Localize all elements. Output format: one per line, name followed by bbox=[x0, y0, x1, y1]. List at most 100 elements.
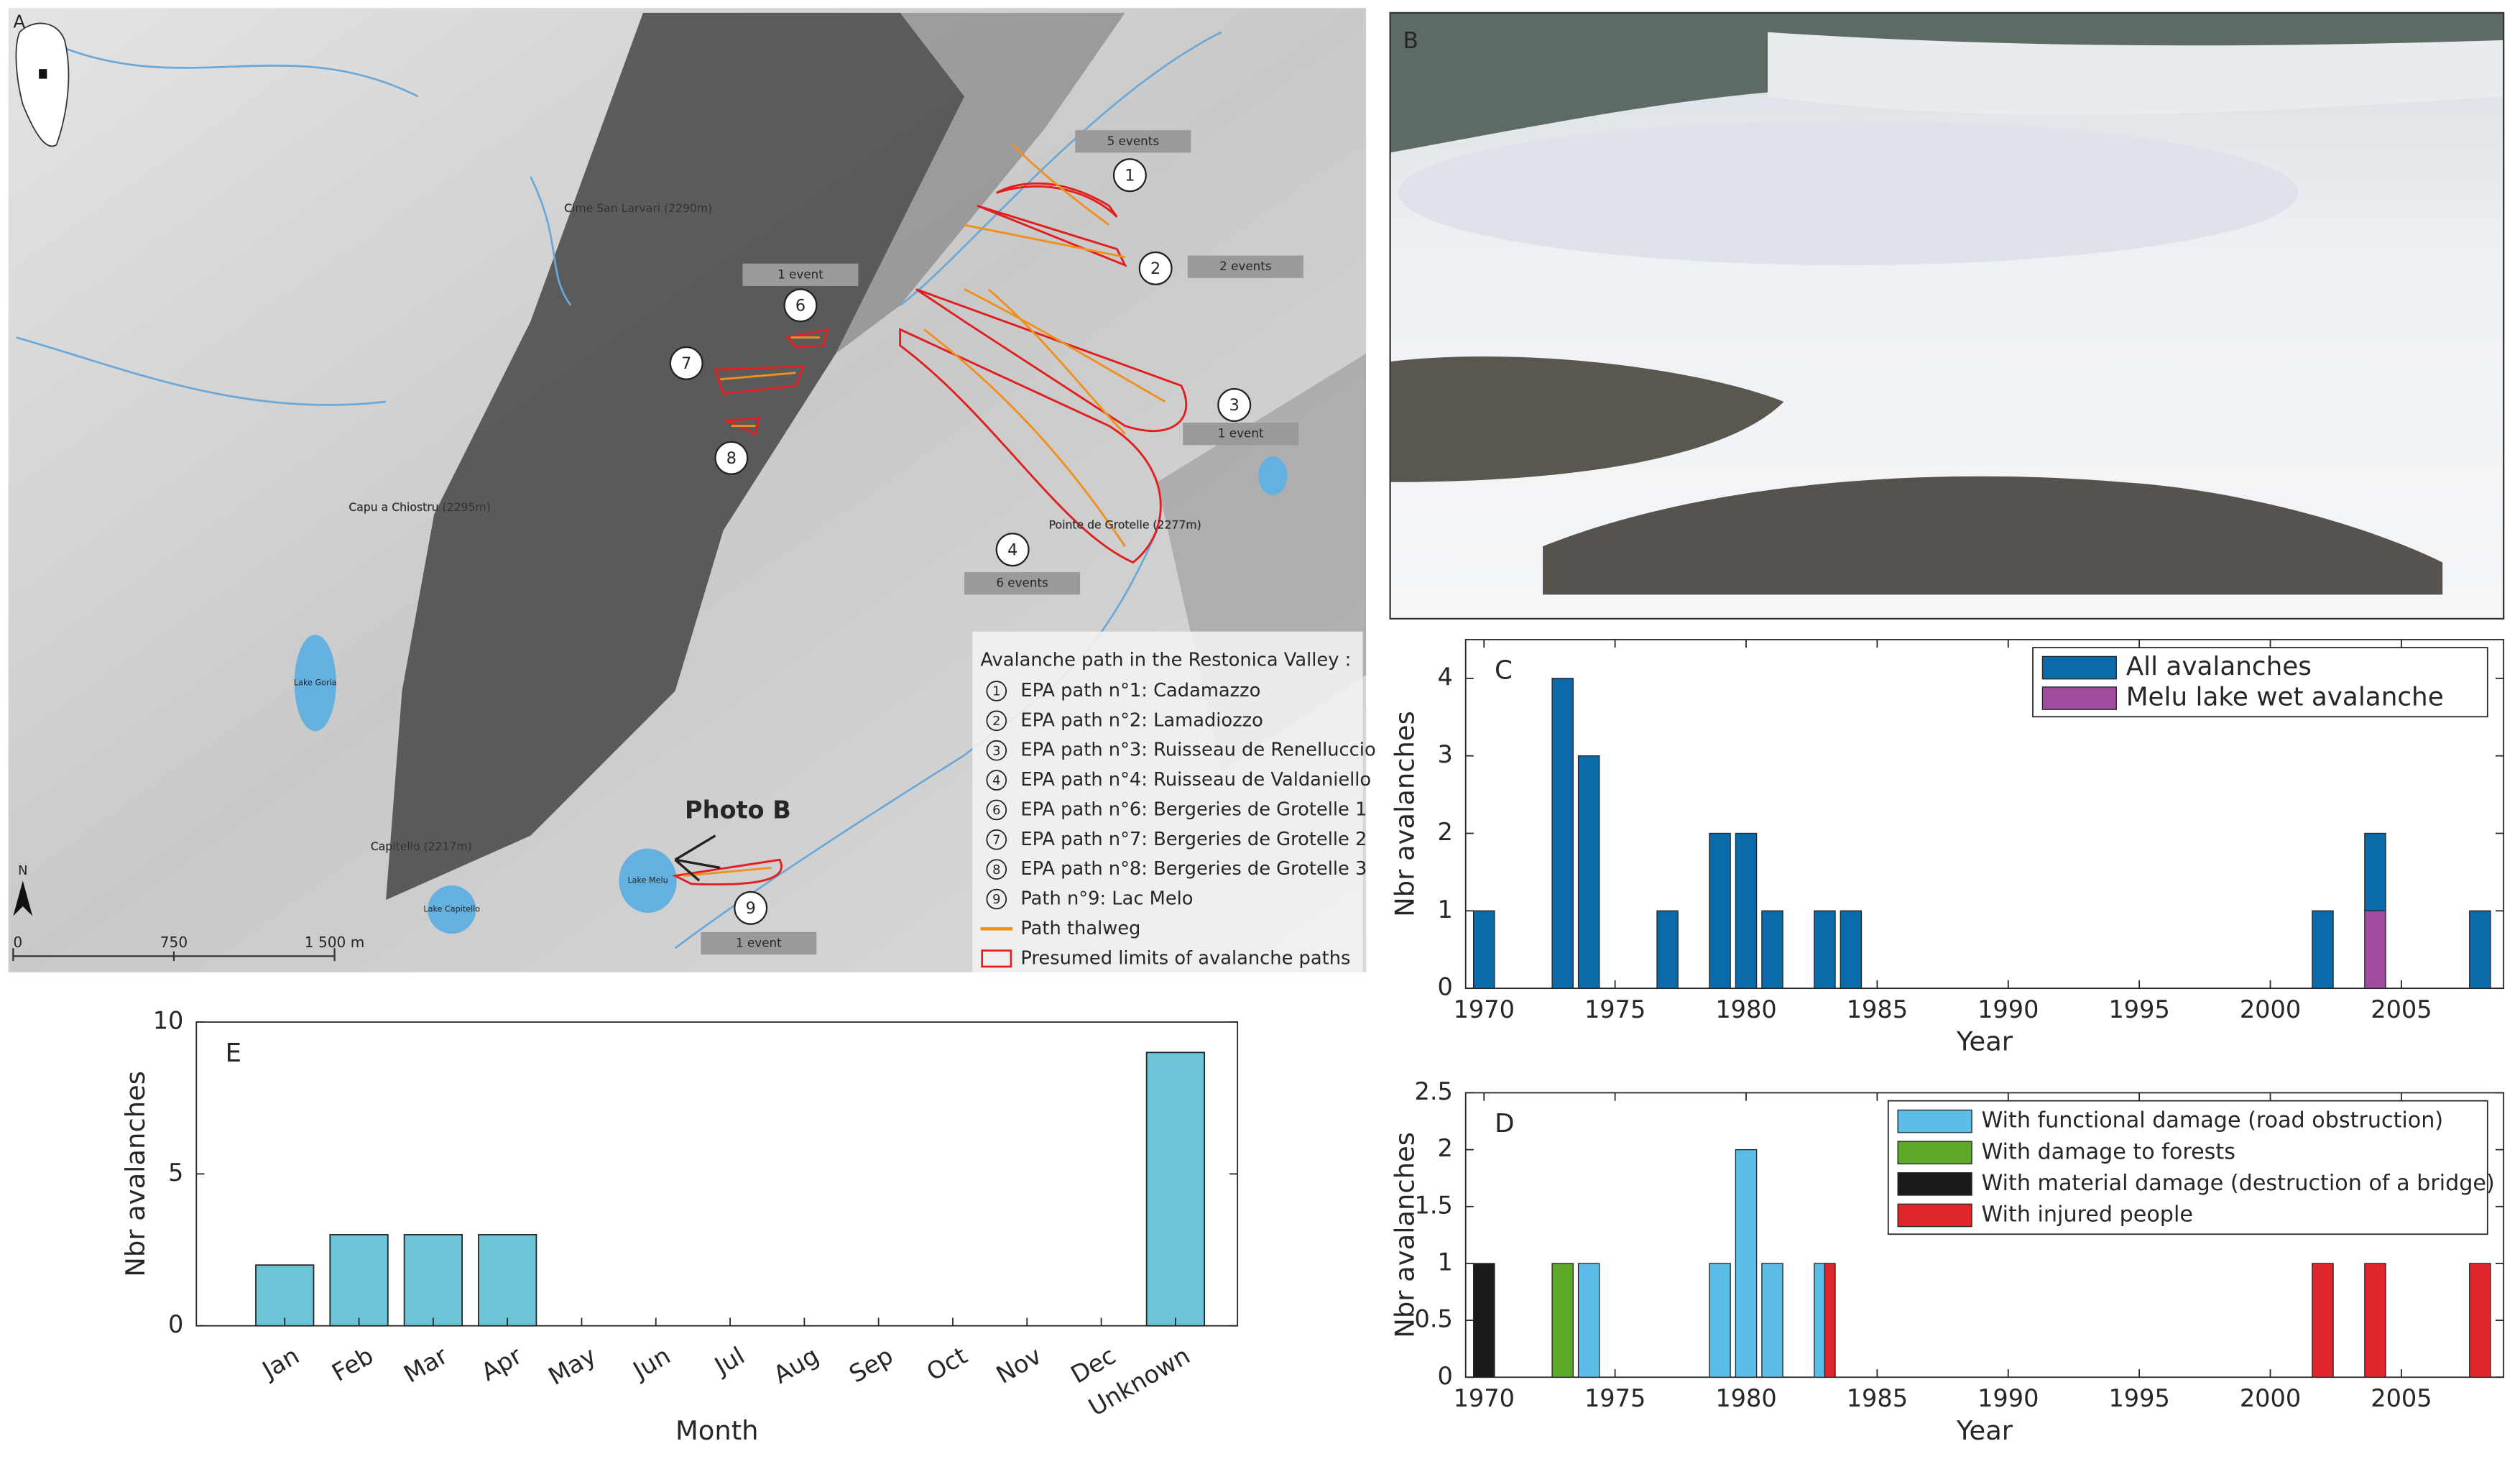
legend-swatch bbox=[1897, 1141, 1972, 1165]
legend-marker-circle bbox=[986, 740, 1007, 761]
inset-marker bbox=[39, 69, 47, 79]
x-tick-label: 1970 bbox=[1454, 995, 1515, 1023]
path-number-circle bbox=[783, 288, 818, 323]
bar-segment bbox=[1735, 832, 1758, 989]
legend-marker: 9 bbox=[992, 892, 1000, 907]
x-tick-label: Mar bbox=[399, 1341, 452, 1389]
x-axis-label: Year bbox=[1956, 1026, 2013, 1057]
legend-label: With injured people bbox=[1981, 1202, 2192, 1227]
path-number: 9 bbox=[746, 899, 756, 918]
path-number: 4 bbox=[1007, 540, 1017, 559]
photo-shrubs bbox=[1543, 476, 2443, 595]
legend-entry: Path n°9: Lac Melo bbox=[1020, 888, 1193, 910]
path-number: 6 bbox=[795, 296, 806, 315]
legend-entry: EPA path n°7: Bergeries de Grotelle 2 bbox=[1020, 829, 1367, 850]
x-tick-label: Apr bbox=[476, 1341, 527, 1386]
bar bbox=[1814, 1263, 1826, 1378]
panel-label: C bbox=[1495, 656, 1513, 686]
x-tick-label: 2005 bbox=[2371, 995, 2432, 1023]
path-number: 3 bbox=[1229, 396, 1240, 415]
photo-lake-ice bbox=[1398, 120, 2298, 265]
north-arrow bbox=[13, 880, 33, 916]
x-tick-label: 1980 bbox=[1715, 995, 1776, 1023]
x-tick-label: 1995 bbox=[2108, 995, 2169, 1023]
bar-segment bbox=[2364, 832, 2386, 911]
scale-label: 1 500 m bbox=[305, 934, 365, 951]
bar-segment bbox=[1551, 678, 1574, 989]
y-axis-label: Nbr avalanches bbox=[1389, 1132, 1420, 1338]
legend-marker: 3 bbox=[992, 743, 1000, 758]
viewpoint bbox=[674, 834, 721, 882]
bar-segment bbox=[1840, 910, 1863, 989]
event-box bbox=[1183, 423, 1299, 446]
y-tick-label: 5 bbox=[168, 1159, 183, 1187]
x-tick-label: 1990 bbox=[1977, 995, 2039, 1023]
path-number-circle bbox=[1112, 158, 1147, 193]
event-label: 1 event bbox=[736, 936, 782, 950]
bar bbox=[403, 1234, 463, 1327]
x-tick-label: Aug bbox=[769, 1341, 823, 1389]
legend-entry: Presumed limits of avalanche paths bbox=[1020, 947, 1350, 969]
x-tick-label: Jun bbox=[627, 1341, 675, 1385]
lake-label: Lake Capitello bbox=[423, 905, 480, 914]
thalweg bbox=[683, 144, 1166, 878]
bar-segment bbox=[1472, 910, 1495, 989]
photo-label: Photo B bbox=[685, 796, 791, 824]
legend-marker: 4 bbox=[992, 773, 1000, 788]
event-box bbox=[742, 263, 859, 287]
legend-box bbox=[1887, 1100, 2488, 1235]
x-tick-label: 1980 bbox=[1715, 1384, 1776, 1412]
bar bbox=[1824, 1263, 1836, 1378]
north-label: N bbox=[18, 863, 27, 878]
bar bbox=[1551, 1263, 1574, 1378]
legend-label: With functional damage (road obstruction… bbox=[1981, 1108, 2443, 1133]
bar-segment bbox=[1761, 910, 1783, 989]
event-label: 1 event bbox=[777, 267, 823, 281]
legend-marker: 2 bbox=[992, 714, 1000, 729]
legend-marker-circle bbox=[986, 799, 1007, 821]
bar-segment bbox=[1656, 910, 1679, 989]
x-tick-label: Jul bbox=[709, 1341, 749, 1381]
x-tick-label: 1985 bbox=[1847, 995, 1908, 1023]
path-number-circle bbox=[1217, 387, 1252, 422]
legend-marker: 8 bbox=[992, 862, 1000, 878]
legend-marker-circle bbox=[986, 888, 1007, 910]
x-tick-label: Nov bbox=[992, 1341, 1046, 1389]
panel-label: B bbox=[1403, 28, 1418, 54]
bar bbox=[2364, 1263, 2386, 1378]
lake bbox=[1258, 456, 1288, 495]
panel-label: D bbox=[1495, 1109, 1515, 1138]
y-tick-label: 2.5 bbox=[1414, 1077, 1452, 1105]
legend-marker-circle bbox=[986, 681, 1007, 701]
y-tick-label: 0.5 bbox=[1414, 1305, 1452, 1333]
bar bbox=[329, 1234, 389, 1327]
x-tick-label: Sep bbox=[844, 1341, 897, 1388]
event-box bbox=[701, 931, 817, 955]
x-tick-label: 1990 bbox=[1977, 1384, 2039, 1412]
event-box bbox=[964, 572, 1081, 595]
x-tick-label: 1975 bbox=[1584, 995, 1646, 1023]
event-label: 2 events bbox=[1219, 259, 1271, 273]
legend-swatch bbox=[1897, 1203, 1972, 1228]
y-tick-label: 0 bbox=[1437, 1362, 1452, 1390]
path-number-circle bbox=[714, 441, 749, 475]
peak-label: Pointe de Grotelle (2277m) bbox=[1049, 518, 1201, 532]
y-tick-label: 1 bbox=[1437, 1248, 1452, 1276]
bar-segment bbox=[2364, 910, 2386, 989]
y-tick-label: 4 bbox=[1437, 663, 1452, 691]
river bbox=[16, 31, 1222, 949]
path-number: 8 bbox=[726, 449, 737, 468]
legend-label: Melu lake wet avalanche bbox=[2126, 683, 2444, 712]
y-tick-label: 1.5 bbox=[1414, 1191, 1452, 1219]
path-number-circle bbox=[995, 533, 1030, 567]
path-number-circle bbox=[1138, 251, 1173, 285]
event-label: 1 event bbox=[1218, 426, 1264, 441]
legend-entry: EPA path n°8: Bergeries de Grotelle 3 bbox=[1020, 858, 1367, 880]
lake-label: Lake Melu bbox=[627, 875, 668, 885]
bar bbox=[478, 1234, 537, 1327]
x-tick-label: Jan bbox=[257, 1341, 304, 1385]
bar-segment bbox=[2312, 910, 2334, 989]
scale-bar bbox=[12, 948, 336, 962]
y-tick-label: 2 bbox=[1437, 1134, 1452, 1162]
